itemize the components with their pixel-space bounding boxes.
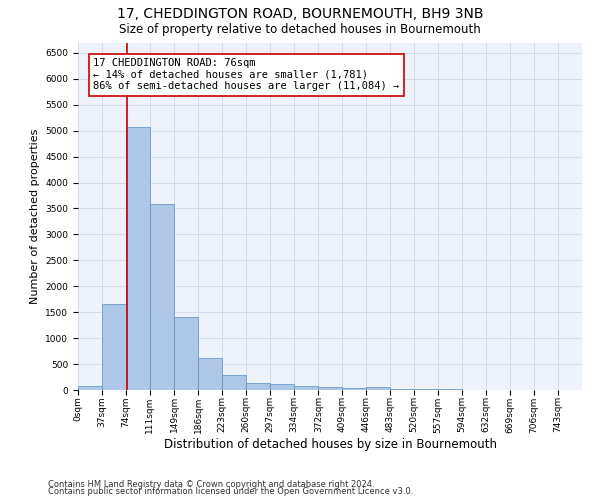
- Bar: [150, 204, 173, 390]
- Bar: [270, 384, 294, 390]
- Bar: [126, 126, 150, 390]
- Bar: [366, 387, 390, 390]
- Bar: [102, 304, 126, 390]
- Text: 17, CHEDDINGTON ROAD, BOURNEMOUTH, BH9 3NB: 17, CHEDDINGTON ROAD, BOURNEMOUTH, BH9 3…: [117, 8, 483, 22]
- Bar: [78, 386, 102, 390]
- Text: Size of property relative to detached houses in Bournemouth: Size of property relative to detached ho…: [119, 22, 481, 36]
- Bar: [246, 382, 270, 390]
- Bar: [198, 358, 222, 390]
- Bar: [342, 388, 366, 390]
- Bar: [294, 386, 318, 390]
- Text: Contains public sector information licensed under the Open Government Licence v3: Contains public sector information licen…: [48, 487, 413, 496]
- Y-axis label: Number of detached properties: Number of detached properties: [30, 128, 40, 304]
- Bar: [319, 387, 342, 390]
- Bar: [390, 389, 414, 390]
- Bar: [222, 375, 246, 390]
- Bar: [414, 389, 438, 390]
- Bar: [174, 317, 198, 390]
- Text: Contains HM Land Registry data © Crown copyright and database right 2024.: Contains HM Land Registry data © Crown c…: [48, 480, 374, 489]
- X-axis label: Distribution of detached houses by size in Bournemouth: Distribution of detached houses by size …: [163, 438, 497, 451]
- Text: 17 CHEDDINGTON ROAD: 76sqm
← 14% of detached houses are smaller (1,781)
86% of s: 17 CHEDDINGTON ROAD: 76sqm ← 14% of deta…: [93, 58, 400, 92]
